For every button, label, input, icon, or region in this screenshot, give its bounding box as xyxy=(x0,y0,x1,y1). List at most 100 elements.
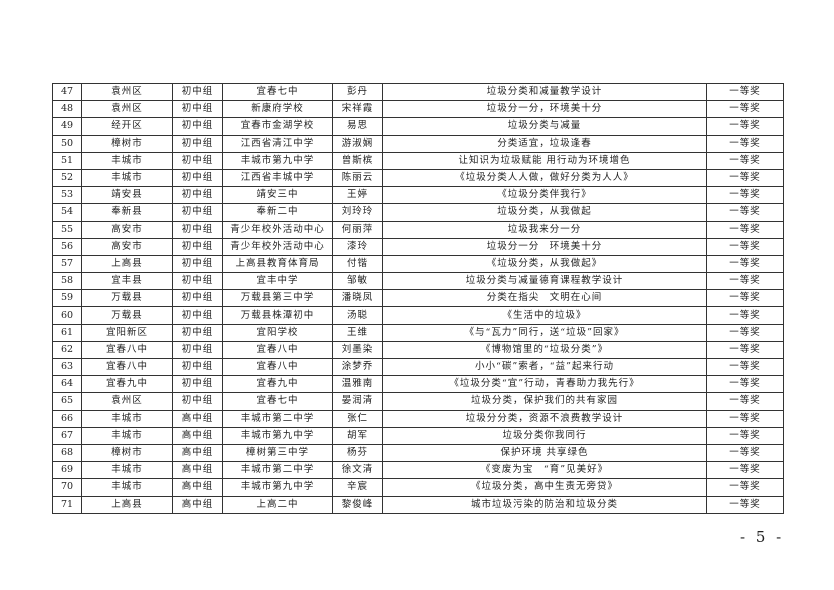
work-title-cell: 垃圾分类，从我做起 xyxy=(382,203,707,222)
group-cell: 高中组 xyxy=(172,426,223,445)
school-cell: 江西省丰城中学 xyxy=(222,168,333,188)
work-title-cell: 《垃圾分类“宜”行动，青春助力我先行》 xyxy=(382,375,707,394)
group-cell: 高中组 xyxy=(172,478,223,497)
region-cell: 宜春八中 xyxy=(81,357,173,377)
school-cell: 宜春七中 xyxy=(222,82,333,102)
work-title-cell: 垃圾分一分 环境美十分 xyxy=(382,237,707,256)
table-row: 66 丰城市 高中组 丰城市第二中学 张仁 垃圾分分类，资源不浪费教学设计 一等奖 xyxy=(52,409,784,428)
award-cell: 一等奖 xyxy=(706,478,784,497)
page-number: - 5 - xyxy=(740,528,785,546)
region-cell: 丰城市 xyxy=(81,409,173,428)
person-name-cell: 曾斯槟 xyxy=(332,151,383,170)
table-row: 61 宜阳新区 初中组 宜阳学校 王维 《与“瓦力”同行，送“垃圾”回家》 一等奖 xyxy=(52,323,784,342)
school-cell: 青少年校外活动中心 xyxy=(222,237,333,256)
region-cell: 靖安县 xyxy=(81,186,173,205)
region-cell: 上高县 xyxy=(81,254,173,274)
group-cell: 初中组 xyxy=(172,151,223,170)
award-cell: 一等奖 xyxy=(706,168,784,188)
table-row: 59 万载县 初中组 万载县第三中学 潘晓凤 分类在指尖 文明在心间 一等奖 xyxy=(52,289,784,308)
table-row: 55 高安市 初中组 青少年校外活动中心 何丽萍 垃圾我来分一分 一等奖 xyxy=(52,220,784,239)
award-cell: 一等奖 xyxy=(706,443,784,463)
row-number-cell: 67 xyxy=(52,426,82,445)
school-cell: 宜春八中 xyxy=(222,357,333,377)
award-cell: 一等奖 xyxy=(706,272,784,291)
table-row: 47 袁州区 初中组 宜春七中 彭丹 垃圾分类和减量教学设计 一等奖 xyxy=(52,82,784,102)
work-title-cell: 垃圾分一分，环境美十分 xyxy=(382,100,707,119)
row-number-cell: 58 xyxy=(52,272,82,291)
work-title-cell: 垃圾分分类，资源不浪费教学设计 xyxy=(382,409,707,428)
table-row: 62 宜春八中 初中组 宜春八中 刘墨染 《博物馆里的“垃圾分类”》 一等奖 xyxy=(52,340,784,360)
award-cell: 一等奖 xyxy=(706,151,784,170)
work-title-cell: 《垃圾分类伴我行》 xyxy=(382,186,707,205)
award-cell: 一等奖 xyxy=(706,495,784,514)
row-number-cell: 54 xyxy=(52,203,82,222)
person-name-cell: 王婷 xyxy=(332,186,383,205)
table-row: 64 宜春九中 初中组 宜春九中 温雅南 《垃圾分类“宜”行动，青春助力我先行》 一等奖 xyxy=(52,375,784,394)
work-title-cell: 《与“瓦力”同行，送“垃圾”回家》 xyxy=(382,323,707,342)
group-cell: 初中组 xyxy=(172,254,223,274)
group-cell: 初中组 xyxy=(172,82,223,102)
group-cell: 高中组 xyxy=(172,443,223,463)
award-cell: 一等奖 xyxy=(706,375,784,394)
award-cell: 一等奖 xyxy=(706,289,784,308)
table-row: 65 袁州区 初中组 宜春七中 晏润清 垃圾分类，保护我们的共有家园 一等奖 xyxy=(52,392,784,411)
region-cell: 万载县 xyxy=(81,289,173,308)
school-cell: 樟树第三中学 xyxy=(222,443,333,463)
table-row: 51 丰城市 初中组 丰城市第九中学 曾斯槟 让知识为垃圾赋能 用行动为环境增色 一等奖 xyxy=(52,151,784,170)
group-cell: 高中组 xyxy=(172,461,223,480)
person-name-cell: 何丽萍 xyxy=(332,220,383,239)
work-title-cell: 垃圾分类和减量教学设计 xyxy=(382,82,707,102)
award-cell: 一等奖 xyxy=(706,357,784,377)
school-cell: 青少年校外活动中心 xyxy=(222,220,333,239)
award-cell: 一等奖 xyxy=(706,186,784,205)
school-cell: 丰城市第九中学 xyxy=(222,478,333,497)
person-name-cell: 张仁 xyxy=(332,409,383,428)
person-name-cell: 彭丹 xyxy=(332,82,383,102)
award-cell: 一等奖 xyxy=(706,100,784,119)
work-title-cell: 保护环境 共享绿色 xyxy=(382,443,707,463)
group-cell: 初中组 xyxy=(172,272,223,291)
table-row: 68 樟树市 高中组 樟树第三中学 杨芬 保护环境 共享绿色 一等奖 xyxy=(52,443,784,463)
award-cell: 一等奖 xyxy=(706,82,784,102)
table-row: 57 上高县 初中组 上高县教育体育局 付锴 《垃圾分类，从我做起》 一等奖 xyxy=(52,254,784,274)
table-row: 50 樟树市 初中组 江西省清江中学 游淑娴 分类适宜，垃圾逢春 一等奖 xyxy=(52,134,784,153)
group-cell: 初中组 xyxy=(172,306,223,325)
group-cell: 初中组 xyxy=(172,220,223,239)
award-cell: 一等奖 xyxy=(706,134,784,153)
person-name-cell: 汤聪 xyxy=(332,306,383,325)
group-cell: 初中组 xyxy=(172,100,223,119)
row-number-cell: 50 xyxy=(52,134,82,153)
region-cell: 宜丰县 xyxy=(81,272,173,291)
person-name-cell: 胡军 xyxy=(332,426,383,445)
row-number-cell: 64 xyxy=(52,375,82,394)
award-cell: 一等奖 xyxy=(706,203,784,222)
region-cell: 丰城市 xyxy=(81,478,173,497)
row-number-cell: 69 xyxy=(52,461,82,480)
row-number-cell: 51 xyxy=(52,151,82,170)
region-cell: 宜阳新区 xyxy=(81,323,173,342)
region-cell: 袁州区 xyxy=(81,392,173,411)
school-cell: 宜春市金湖学校 xyxy=(222,117,333,136)
person-name-cell: 刘墨染 xyxy=(332,340,383,360)
table-row: 56 高安市 初中组 青少年校外活动中心 漆玲 垃圾分一分 环境美十分 一等奖 xyxy=(52,237,784,256)
award-cell: 一等奖 xyxy=(706,409,784,428)
row-number-cell: 66 xyxy=(52,409,82,428)
row-number-cell: 62 xyxy=(52,340,82,360)
group-cell: 初中组 xyxy=(172,134,223,153)
row-number-cell: 65 xyxy=(52,392,82,411)
row-number-cell: 53 xyxy=(52,186,82,205)
row-number-cell: 71 xyxy=(52,495,82,514)
table-row: 69 丰城市 高中组 丰城市第二中学 徐文清 《变废为宝 “育”见美好》 一等奖 xyxy=(52,461,784,480)
school-cell: 丰城市第九中学 xyxy=(222,426,333,445)
row-number-cell: 49 xyxy=(52,117,82,136)
table-row: 52 丰城市 初中组 江西省丰城中学 陈丽云 《垃圾分类人人做，做好分类为人人》 一等奖 xyxy=(52,168,784,188)
region-cell: 宜春八中 xyxy=(81,340,173,360)
school-cell: 江西省清江中学 xyxy=(222,134,333,153)
work-title-cell: 垃圾分类你我同行 xyxy=(382,426,707,445)
work-title-cell: 垃圾分类与减量德育课程教学设计 xyxy=(382,272,707,291)
row-number-cell: 60 xyxy=(52,306,82,325)
work-title-cell: 小小“碳”索者，“益”起来行动 xyxy=(382,357,707,377)
award-cell: 一等奖 xyxy=(706,254,784,274)
table-row: 60 万载县 初中组 万载县株潭初中 汤聪 《生活中的垃圾》 一等奖 xyxy=(52,306,784,325)
school-cell: 万载县第三中学 xyxy=(222,289,333,308)
